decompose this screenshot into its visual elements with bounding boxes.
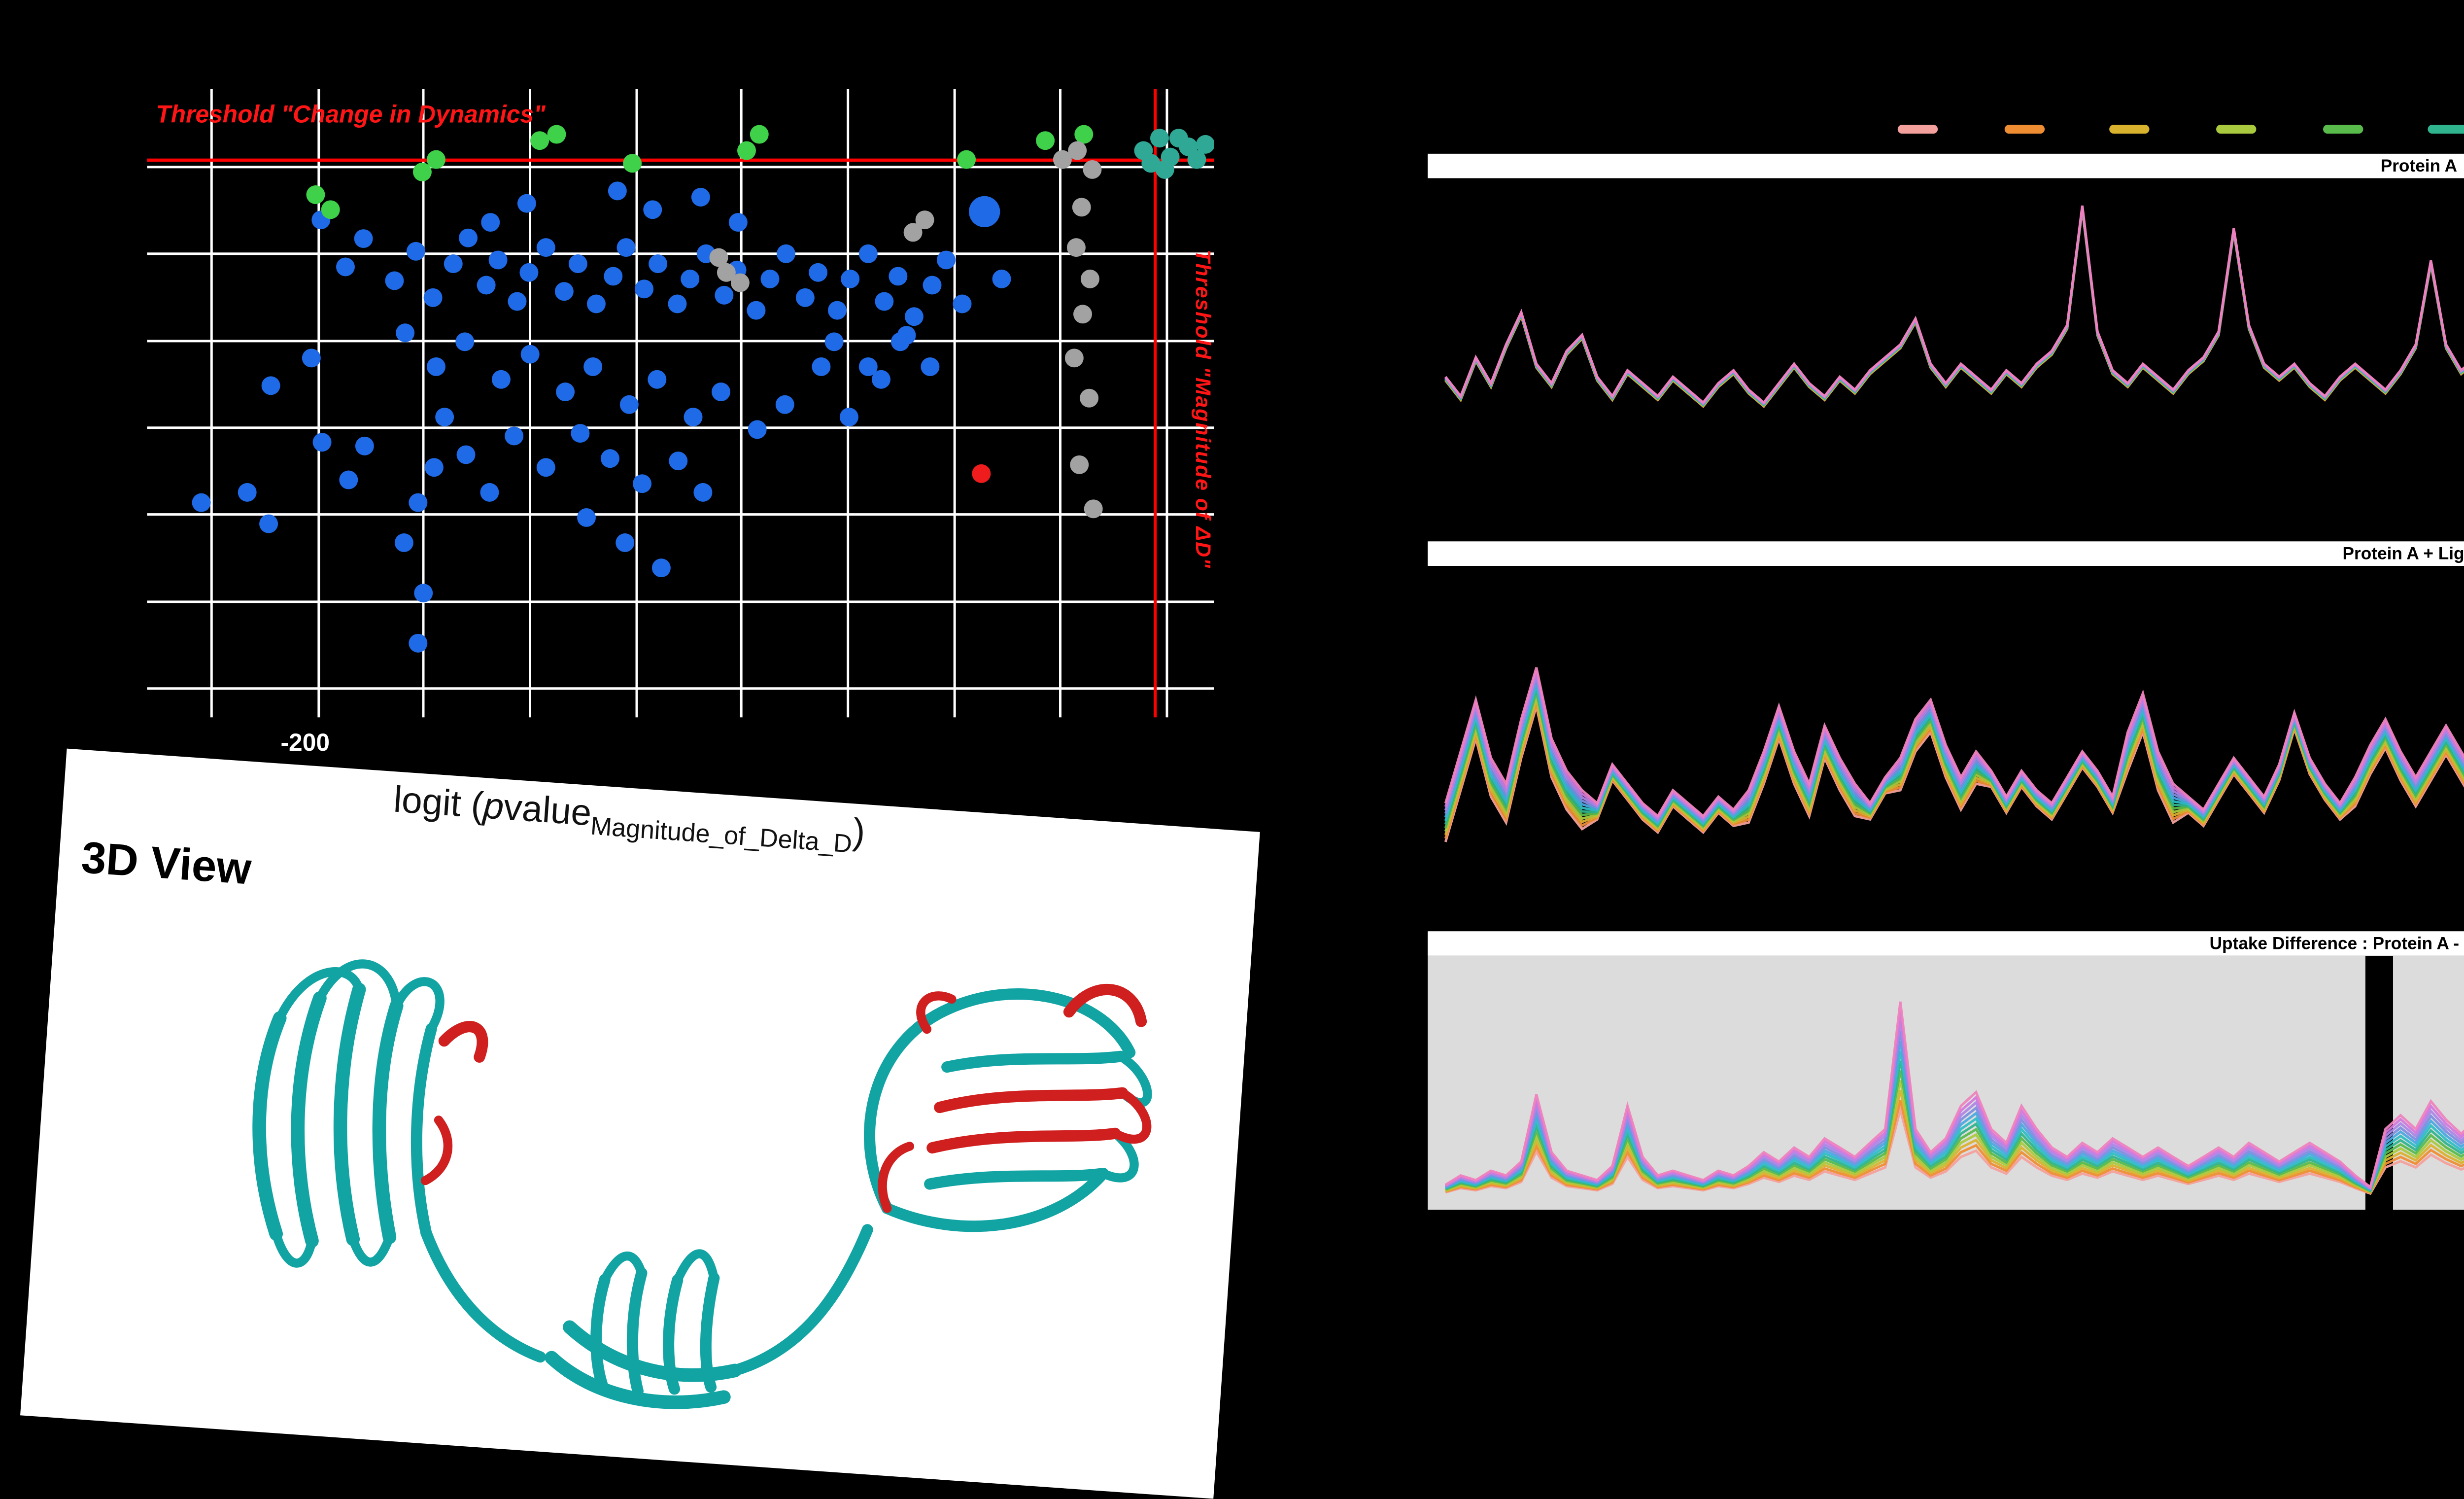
uptake-diff-svg[interactable] [1428, 955, 2464, 1217]
panel-b-header: Protein A + Ligand [1428, 541, 2464, 566]
panel-c-header: Uptake Difference : Protein A - (Protein… [1428, 931, 2464, 956]
threshold-change-in-dynamics-label: Threshold "Change in Dynamics" [156, 102, 546, 130]
panel-c-plot [1428, 955, 2464, 1217]
view3d-panel: logit (pvalueMagnitude_of_Delta_D) 3D Vi… [20, 748, 1260, 1499]
volcano-plot: Threshold "Change in Dynamics" Threshold… [147, 89, 1214, 718]
volcano-x-tick: -200 [280, 731, 330, 758]
axis-label-mid: value [502, 788, 593, 835]
legend-swatch[interactable] [2322, 125, 2362, 134]
dashboard: Threshold "Change in Dynamics" Threshold… [20, 89, 2464, 1499]
legend-swatch[interactable] [1897, 125, 1938, 134]
legend-swatch[interactable] [2110, 125, 2150, 134]
uptake-al-svg[interactable] [1428, 566, 2464, 918]
exposure-legend [1897, 123, 2464, 136]
threshold-magnitude-label: Threshold "Magnitude of ΔD" [1189, 249, 1214, 569]
panel-a-header: Protein A [1428, 153, 2464, 178]
panel-b-title: Protein A + Ligand [2342, 542, 2464, 563]
panel-a-title: Protein A [2380, 155, 2458, 175]
legend-swatch[interactable] [2004, 125, 2044, 134]
volcano-svg[interactable] [147, 89, 1214, 718]
axis-label-sub: Magnitude_of_Delta_D [589, 814, 853, 860]
axis-label-pre: logit ( [392, 780, 485, 827]
axis-label-post: ) [851, 812, 867, 854]
panel-b-plot [1428, 566, 2464, 918]
legend-swatch[interactable] [2428, 125, 2464, 134]
legend-swatch[interactable] [2216, 125, 2256, 134]
view3d-title: 3D View [79, 835, 253, 896]
panel-c-title: Uptake Difference : Protein A - (Protein… [2209, 932, 2464, 953]
axis-label-p: p [481, 787, 506, 829]
panel-a-plot [1428, 178, 2464, 530]
uptake-a-svg[interactable] [1428, 178, 2464, 530]
protein-structure[interactable] [147, 886, 1187, 1454]
volcano-x-axis-label: logit (pvalueMagnitude_of_Delta_D) [392, 780, 866, 860]
